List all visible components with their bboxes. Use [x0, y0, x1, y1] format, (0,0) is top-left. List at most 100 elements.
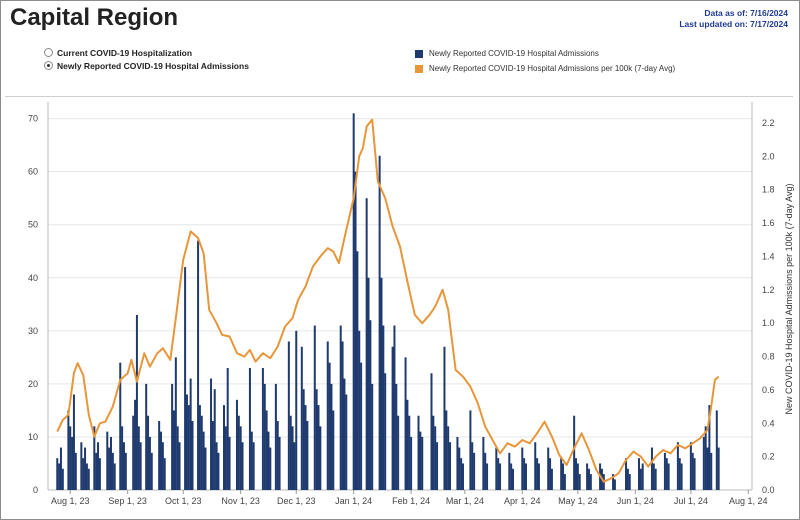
- admissions-bar: [360, 362, 363, 490]
- admissions-bar: [267, 431, 270, 490]
- admissions-bar: [158, 421, 161, 490]
- option-current-hospitalization[interactable]: Current COVID-19 Hospitalization: [44, 46, 249, 59]
- admissions-bar: [365, 198, 368, 490]
- legend-item-line[interactable]: Newly Reported COVID-19 Hospital Admissi…: [415, 61, 675, 76]
- admissions-bar: [534, 442, 537, 490]
- admissions-bar: [211, 421, 214, 490]
- admissions-bar: [293, 442, 296, 490]
- admissions-bar: [226, 367, 229, 490]
- admissions-bar: [67, 410, 70, 490]
- legend-swatch-line: [415, 64, 423, 73]
- admissions-bar: [93, 426, 96, 490]
- admissions-bar: [106, 431, 109, 490]
- admissions-bar: [358, 330, 361, 490]
- y-right-tick-label: 2.2: [762, 118, 775, 128]
- admissions-bar: [98, 458, 101, 490]
- admissions-bar: [430, 373, 433, 490]
- admissions-bar: [197, 240, 200, 490]
- admissions-bar: [187, 405, 190, 490]
- admissions-bar: [328, 362, 331, 490]
- admissions-bar: [536, 458, 539, 490]
- admissions-bar: [408, 415, 411, 490]
- y-left-tick-label: 70: [28, 114, 38, 124]
- admissions-bar: [317, 405, 320, 490]
- x-tick-label: Jan 1, 24: [335, 496, 372, 506]
- admissions-bar: [654, 468, 657, 490]
- update-info: Data as of: 7/16/2024 Last updated on: 7…: [679, 8, 788, 30]
- admissions-bar: [265, 410, 268, 490]
- admissions-bar: [111, 452, 114, 490]
- admissions-bar: [174, 357, 177, 490]
- legend-item-bars[interactable]: Newly Reported COVID-19 Hospital Admissi…: [415, 46, 675, 61]
- admissions-bar: [250, 431, 253, 490]
- admissions-bar: [560, 458, 563, 490]
- admissions-bar: [378, 155, 381, 490]
- admissions-bar: [449, 442, 452, 490]
- admissions-bar: [576, 463, 579, 490]
- admissions-bar: [200, 415, 203, 490]
- admissions-bar: [189, 378, 192, 490]
- legend-swatch-bar: [415, 49, 423, 58]
- admissions-bar: [547, 447, 550, 490]
- admissions-bar: [119, 362, 122, 490]
- radio-button-unselected[interactable]: [44, 48, 53, 57]
- admissions-bar: [710, 452, 713, 490]
- admissions-bar: [121, 426, 124, 490]
- metric-toggle: Current COVID-19 Hospitalization Newly R…: [44, 46, 249, 72]
- admissions-bar: [589, 474, 592, 490]
- admissions-bar: [191, 421, 194, 490]
- y-right-tick-label: 0.6: [762, 385, 775, 395]
- admissions-bar: [419, 431, 422, 490]
- admissions-bar: [95, 452, 98, 490]
- admissions-bar: [319, 426, 322, 490]
- x-tick-label: Feb 1, 24: [392, 496, 430, 506]
- admissions-bar: [421, 436, 424, 490]
- admissions-bar: [263, 383, 266, 490]
- admissions-bar: [172, 410, 175, 490]
- x-tick-label: Oct 1, 23: [165, 496, 202, 506]
- admissions-bar: [184, 267, 187, 490]
- admissions-bar: [549, 458, 552, 490]
- admissions-bar: [97, 442, 100, 490]
- admissions-bar: [341, 341, 344, 490]
- admissions-bar: [276, 421, 279, 490]
- admissions-bar: [204, 447, 207, 490]
- admissions-bar: [330, 383, 333, 490]
- admissions-bar: [587, 468, 590, 490]
- admissions-bar: [113, 463, 116, 490]
- seven-day-avg-line: [56, 118, 720, 483]
- option-label: Newly Reported COVID-19 Hospital Admissi…: [57, 60, 249, 71]
- admissions-bar: [252, 442, 255, 490]
- admissions-bar: [586, 463, 589, 490]
- chart-area: [5, 96, 793, 517]
- admissions-bar: [56, 458, 59, 490]
- admissions-bar: [248, 367, 251, 490]
- admissions-bar: [641, 463, 644, 490]
- admissions-bar: [460, 458, 463, 490]
- admissions-bar: [85, 463, 88, 490]
- admissions-bar: [469, 410, 472, 490]
- admissions-bar: [223, 405, 225, 490]
- admissions-bar: [135, 314, 138, 490]
- data-as-of-text: Data as of: 7/16/2024: [704, 8, 788, 18]
- admissions-bar: [406, 399, 409, 490]
- admissions-bar: [521, 447, 524, 490]
- admissions-bar: [665, 458, 668, 490]
- admissions-bar: [295, 330, 298, 490]
- admissions-bar: [510, 463, 513, 490]
- admissions-bar: [461, 463, 464, 490]
- admissions-bar: [287, 341, 290, 490]
- admissions-bar: [82, 458, 85, 490]
- admissions-bar: [339, 325, 342, 490]
- admissions-bar: [176, 426, 179, 490]
- radio-button-selected[interactable]: [44, 61, 53, 70]
- y-left-tick-label: 40: [28, 273, 38, 283]
- option-new-admissions[interactable]: Newly Reported COVID-19 Hospital Admissi…: [44, 59, 249, 72]
- admissions-bar: [289, 415, 292, 490]
- admissions-bar: [148, 436, 151, 490]
- admissions-bar: [241, 442, 244, 490]
- admissions-bar: [108, 447, 111, 490]
- last-updated-text: Last updated on: 7/17/2024: [679, 19, 788, 29]
- admissions-bar: [145, 383, 148, 490]
- admissions-bar: [352, 113, 355, 491]
